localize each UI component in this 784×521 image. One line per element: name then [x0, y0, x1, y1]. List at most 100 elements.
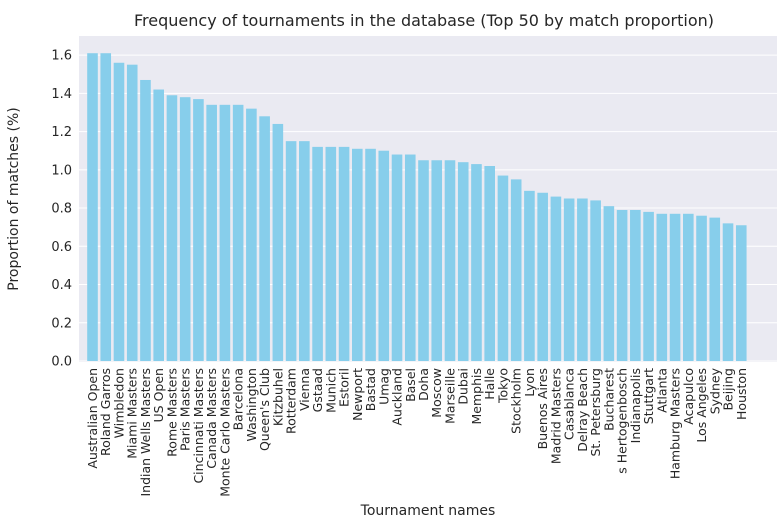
bar: [616, 209, 628, 361]
bar: [656, 213, 668, 361]
bar: [603, 206, 615, 361]
bar: [100, 53, 112, 362]
x-tick-label: Umag: [376, 368, 391, 405]
bar: [683, 213, 694, 361]
x-axis-label: Tournament names: [360, 503, 496, 519]
x-tick-label: Halle: [482, 368, 497, 400]
bar: [735, 225, 747, 361]
bar: [285, 141, 297, 361]
x-tick-label: Rotterdam: [284, 368, 299, 434]
x-tick-label: Atlanta: [654, 368, 669, 413]
bar: [113, 62, 125, 361]
x-tick-label: s Hertogenbosch: [615, 368, 630, 474]
x-tick-label: Sydney: [707, 367, 722, 414]
x-tick-label: US Open: [151, 368, 166, 422]
bar: [643, 211, 654, 361]
x-tick-label: Roland Garros: [98, 368, 113, 456]
bar: [352, 148, 363, 361]
bar: [87, 53, 98, 362]
x-tick-label: Dubai: [456, 368, 471, 405]
bar: [577, 198, 588, 361]
y-tick-label: 0.4: [51, 278, 72, 293]
x-tick-label: Washington: [244, 368, 259, 441]
x-tick-label: Buenos Aires: [535, 368, 550, 449]
bars: [87, 53, 747, 362]
y-tick-label: 0.2: [51, 316, 72, 331]
bar: [484, 166, 495, 361]
bar: [431, 160, 443, 361]
x-tick-label: Monte Carlo Masters: [217, 368, 232, 497]
x-tick-label: Stockholm: [509, 368, 524, 434]
x-tick-label: Rome Masters: [164, 368, 179, 457]
x-tick-label: Miami Masters: [125, 368, 140, 459]
bar: [246, 108, 257, 362]
x-tick-label: Wimbledon: [111, 368, 126, 438]
bar: [444, 160, 456, 361]
x-tick-label: Queen's Club: [257, 368, 272, 451]
bar: [272, 123, 284, 361]
bar: [696, 215, 707, 361]
bar: [537, 192, 548, 361]
x-tick-label: Marseille: [442, 368, 457, 424]
x-tick-label: Lyon: [522, 368, 537, 397]
bar: [338, 146, 350, 361]
x-tick-label: Acapulco: [681, 368, 696, 425]
bar: [510, 179, 522, 361]
bar: [365, 148, 376, 361]
bar: [471, 164, 482, 361]
bar: [418, 160, 429, 361]
chart-title: Frequency of tournaments in the database…: [134, 11, 714, 30]
x-tick-label: Indianapolis: [628, 368, 643, 443]
bar: [312, 146, 323, 361]
bar: [193, 99, 204, 361]
y-tick-label: 0.0: [51, 355, 72, 370]
x-tick-label: Gstaad: [310, 368, 325, 412]
bar: [457, 162, 469, 361]
x-tick-label: Moscow: [429, 368, 444, 418]
bar: [630, 209, 641, 361]
y-tick-label: 1.2: [51, 125, 72, 140]
x-tick-label: Bucharest: [601, 368, 616, 431]
x-tick-label: Barcelona: [231, 368, 246, 430]
x-tick-label: Estoril: [337, 368, 352, 407]
bar: [299, 141, 310, 361]
y-tick-labels: 0.0 0.2 0.4 0.6 0.8 1.0 1.2 1.4 1.6: [51, 49, 72, 370]
bar: [709, 217, 721, 361]
x-tick-label: Delray Beach: [575, 368, 590, 452]
x-tick-label: Paris Masters: [178, 368, 193, 451]
y-tick-label: 1.4: [51, 87, 72, 102]
bar: [259, 116, 270, 361]
x-tick-label: Cincinnati Masters: [191, 368, 206, 484]
x-tick-label: Bastad: [363, 368, 378, 411]
bar: [391, 154, 403, 361]
bar: [325, 146, 337, 361]
x-tick-label: Kitzbuhel: [270, 368, 285, 426]
x-tick-label: Basel: [403, 368, 418, 402]
bar: [590, 200, 601, 361]
bar: [166, 95, 178, 361]
bar: [563, 198, 575, 361]
y-tick-label: 1.6: [51, 49, 72, 64]
x-tick-label: Los Angeles: [694, 368, 709, 443]
x-tick-label: Auckland: [390, 368, 405, 426]
bar: [722, 223, 734, 361]
y-tick-label: 1.0: [51, 163, 72, 178]
bar: [219, 104, 231, 361]
bar: [232, 104, 244, 361]
x-tick-label: Casablanca: [562, 368, 577, 440]
y-tick-label: 0.8: [51, 202, 72, 217]
x-tick-label: Houston: [734, 368, 749, 420]
y-tick-label: 0.6: [51, 240, 72, 255]
y-axis-label: Proportion of matches (%): [6, 107, 22, 291]
bar: [206, 104, 217, 361]
bar: [179, 97, 191, 362]
bar: [404, 154, 416, 361]
x-tick-label: Beijing: [721, 368, 736, 411]
x-tick-label: Madrid Masters: [548, 368, 563, 464]
bar: [524, 190, 535, 361]
bar: [550, 196, 562, 361]
x-tick-label: Hamburg Masters: [668, 368, 683, 479]
bar: [497, 175, 509, 361]
